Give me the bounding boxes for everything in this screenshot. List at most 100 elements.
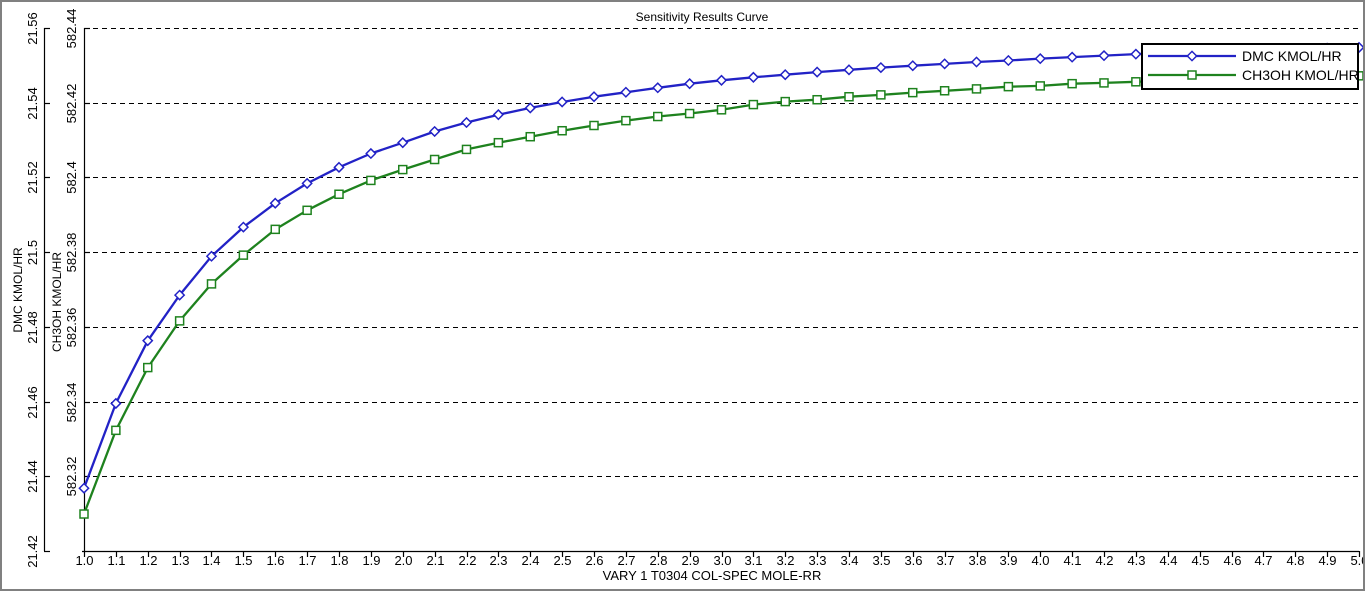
diamond-marker [1130,48,1142,60]
dmc-axis-title: DMC KMOL/HR [11,247,25,333]
diamond-marker [1034,52,1046,65]
dmc-tick-label: 21.5 [25,240,40,265]
x-tick-label: 1.0 [75,553,93,568]
legend-box [1141,43,1359,90]
square-marker [366,175,376,186]
ch3oh-tick-label: 582.42 [64,84,79,124]
x-tick-label: 4.8 [1286,553,1304,568]
x-tick-label: 1.3 [171,553,189,568]
square-marker [684,108,695,119]
x-tick-label: 4.4 [1159,553,1177,568]
diamond-marker [779,69,791,81]
x-tick-label: 1.7 [298,553,316,568]
x-tick-label: 3.1 [744,553,762,568]
square-marker [79,509,89,519]
ch3oh-axis: 582.32 582.34 582.36 582.38 582.4 582.42 582.4… [50,9,90,551]
square-marker [493,137,504,148]
square-marker [238,250,249,260]
square-marker [557,125,567,136]
x-tick-label: 2.4 [521,553,539,568]
diamond-marker [811,66,823,78]
diamond-marker [970,56,983,68]
x-tick-label: 2.2 [458,553,476,568]
series-ch3oh [79,71,1363,519]
diamond-marker [1098,49,1110,62]
square-marker [716,105,727,115]
square-marker [780,96,790,107]
ch3oh-tick-label: 582.4 [64,161,79,194]
dmc-axis: 21.42 21.44 21.46 21.48 21.5 21.52 21.54 21.56 D… [11,12,50,568]
x-tick-label: 3.7 [936,553,954,568]
x-tick-label: 2.8 [649,553,667,568]
ch3oh-tick-label: 582.44 [64,9,79,49]
square-marker [1067,78,1077,89]
diamond-marker [78,482,90,494]
square-marker [908,87,918,98]
x-tick-label: 3.8 [968,553,986,568]
diamond-marker [1066,51,1078,63]
diamond-marker [492,109,505,121]
x-tick-label: 2.0 [394,553,412,568]
diamond-marker [397,137,409,149]
diamond-marker [333,161,345,174]
x-tick-label: 4.9 [1318,553,1336,568]
x-axis: 1.0 1.1 1.2 1.3 1.4 1.5 1.6 1.7 1.8 1.9 2.0 2.1 2.2 2… [75,550,1365,583]
square-marker [111,425,121,436]
square-marker [334,189,344,199]
legend: DMC KMOL/HR CH3OH KMOL/HR [1141,43,1359,90]
ch3oh-tick-label: 582.38 [64,233,79,273]
square-marker [971,84,982,94]
diamond-marker [301,177,313,190]
x-tick-label: 3.0 [713,553,731,568]
x-tick-label: 4.5 [1191,553,1209,568]
x-tick-label: 2.6 [585,553,603,568]
dmc-tick-label: 21.42 [25,535,40,568]
diamond-marker [269,197,281,209]
diamond-marker [588,91,600,103]
square-marker [1099,78,1109,88]
diamond-marker [205,250,218,262]
legend-square-marker [1187,70,1197,80]
diamond-marker [843,64,855,76]
x-tick-label: 2.1 [426,553,444,568]
dmc-tick-label: 21.52 [25,161,40,194]
x-tick-label: 2.9 [681,553,699,568]
x-tick-label: 2.3 [489,553,507,568]
legend-diamond-marker [1186,50,1198,62]
x-tick-label: 1.5 [234,553,252,568]
x-tick-label: 3.5 [872,553,890,568]
square-marker [1035,81,1045,91]
square-marker [1131,77,1141,87]
square-marker [174,316,185,326]
x-tick-label: 4.7 [1254,553,1272,568]
x-tick-label: 3.3 [808,553,826,568]
x-tick-label: 5.0 [1350,553,1365,568]
dmc-tick-label: 21.44 [25,460,40,493]
x-tick-label: 1.2 [139,553,157,568]
x-axis-title: VARY 1 T0304 COL-SPEC MOLE-RR [603,568,822,583]
dmc-tick-label: 21.54 [25,87,40,120]
diamond-marker [938,58,951,70]
diamond-marker [556,96,568,108]
x-tick-label: 3.2 [776,553,794,568]
x-tick-label: 2.7 [617,553,635,568]
diamond-marker [875,61,887,74]
diamond-marker [110,397,122,410]
square-marker [270,224,280,235]
x-tick-label: 4.3 [1127,553,1145,568]
diamond-marker [620,86,632,98]
x-tick-label: 2.5 [553,553,571,568]
x-tick-label: 3.4 [840,553,858,568]
legend-entry-ch3oh: CH3OH KMOL/HR [1148,67,1359,83]
x-tick-label: 1.1 [107,553,125,568]
dmc-tick-label: 21.48 [25,311,40,344]
ch3oh-axis-title: CH3OH KMOL/HR [50,252,64,352]
square-marker [844,91,854,102]
square-marker [748,99,759,110]
x-tick-label: 1.9 [362,553,380,568]
square-marker [206,279,217,289]
square-marker [1003,81,1014,92]
x-tick-label: 4.1 [1063,553,1081,568]
square-marker [653,111,663,122]
diamond-marker [683,78,696,90]
